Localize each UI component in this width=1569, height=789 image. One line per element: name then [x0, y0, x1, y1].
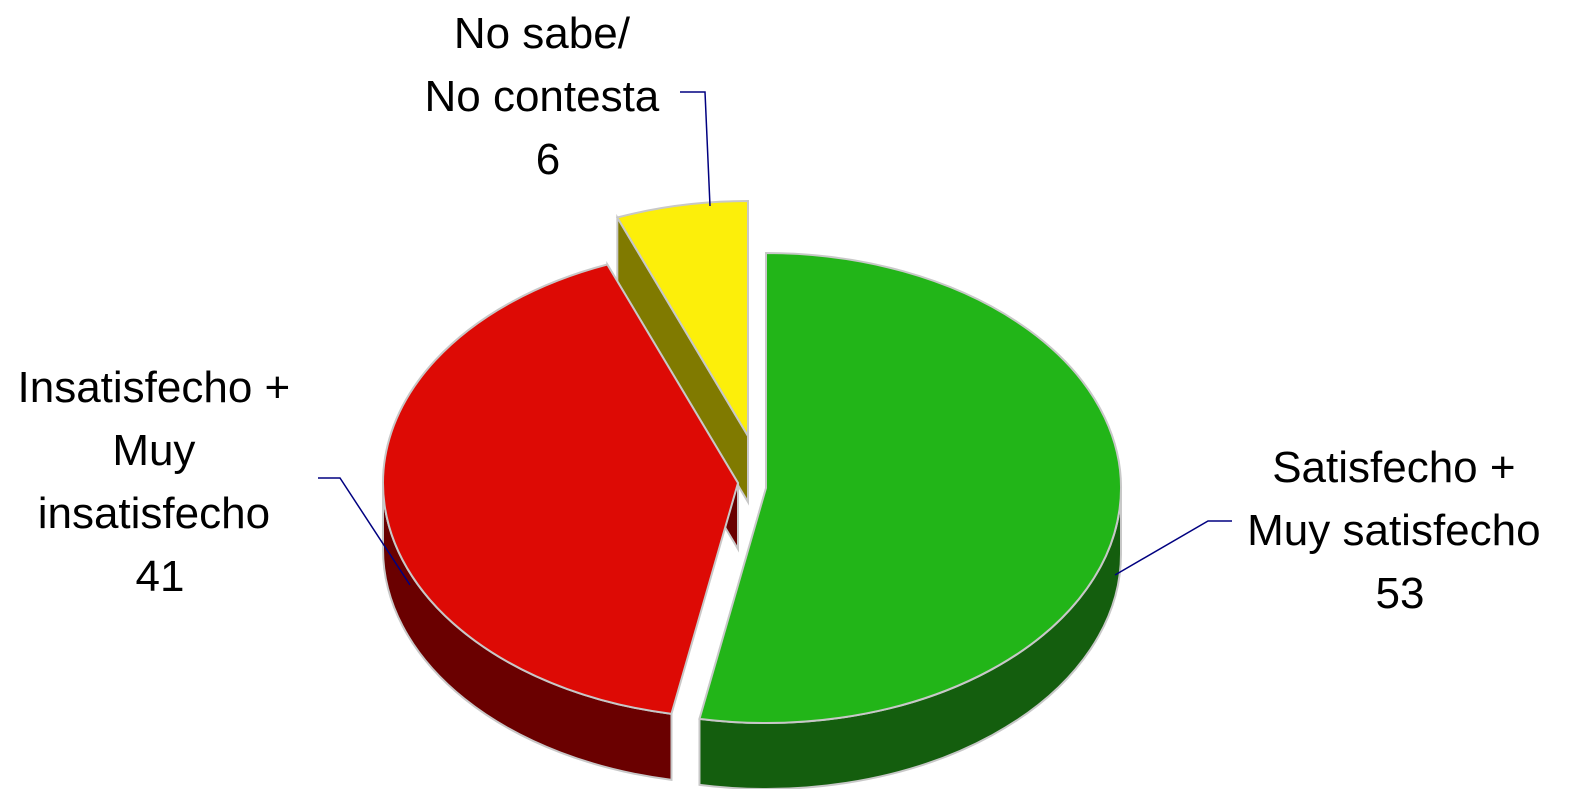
pie-slice-satisfied — [698, 251, 1122, 789]
pie-slice-top-no-answer — [615, 199, 749, 440]
slice-label-unsatisfied-line-3: insatisfecho — [38, 489, 270, 538]
slice-label-satisfied-line-1: Satisfecho + — [1272, 443, 1515, 492]
slice-label-unsatisfied: Insatisfecho + Muy insatisfecho 41 — [18, 363, 303, 601]
slice-label-satisfied: Satisfecho + Muy satisfecho 53 — [1247, 443, 1553, 618]
leader-lines — [318, 91, 1232, 586]
slice-label-unsatisfied-line-1: Insatisfecho + — [18, 363, 291, 412]
slice-label-unsatisfied-line-2: Muy — [112, 426, 195, 475]
slice-label-satisfied-line-2: Muy satisfecho — [1247, 506, 1540, 555]
leader-line-no-answer — [680, 91, 711, 207]
pie-slice-no-answer — [615, 199, 749, 506]
slice-value-no-answer: 6 — [536, 135, 560, 184]
pie-slice-unsatisfied — [382, 260, 740, 781]
pie-slice-top-unsatisfied — [382, 263, 740, 715]
leader-line-unsatisfied — [318, 477, 411, 586]
slice-value-satisfied: 53 — [1376, 569, 1425, 618]
slice-label-no-answer-line-1: No sabe/ — [454, 9, 631, 58]
slice-label-no-answer: No sabe/ No contesta 6 — [424, 9, 671, 184]
pie-slice-top-satisfied — [698, 251, 1122, 724]
slice-label-no-answer-line-2: No contesta — [424, 72, 659, 121]
slice-value-unsatisfied: 41 — [136, 552, 185, 601]
slices-layer — [382, 199, 1122, 789]
leader-line-satisfied — [1114, 520, 1232, 576]
